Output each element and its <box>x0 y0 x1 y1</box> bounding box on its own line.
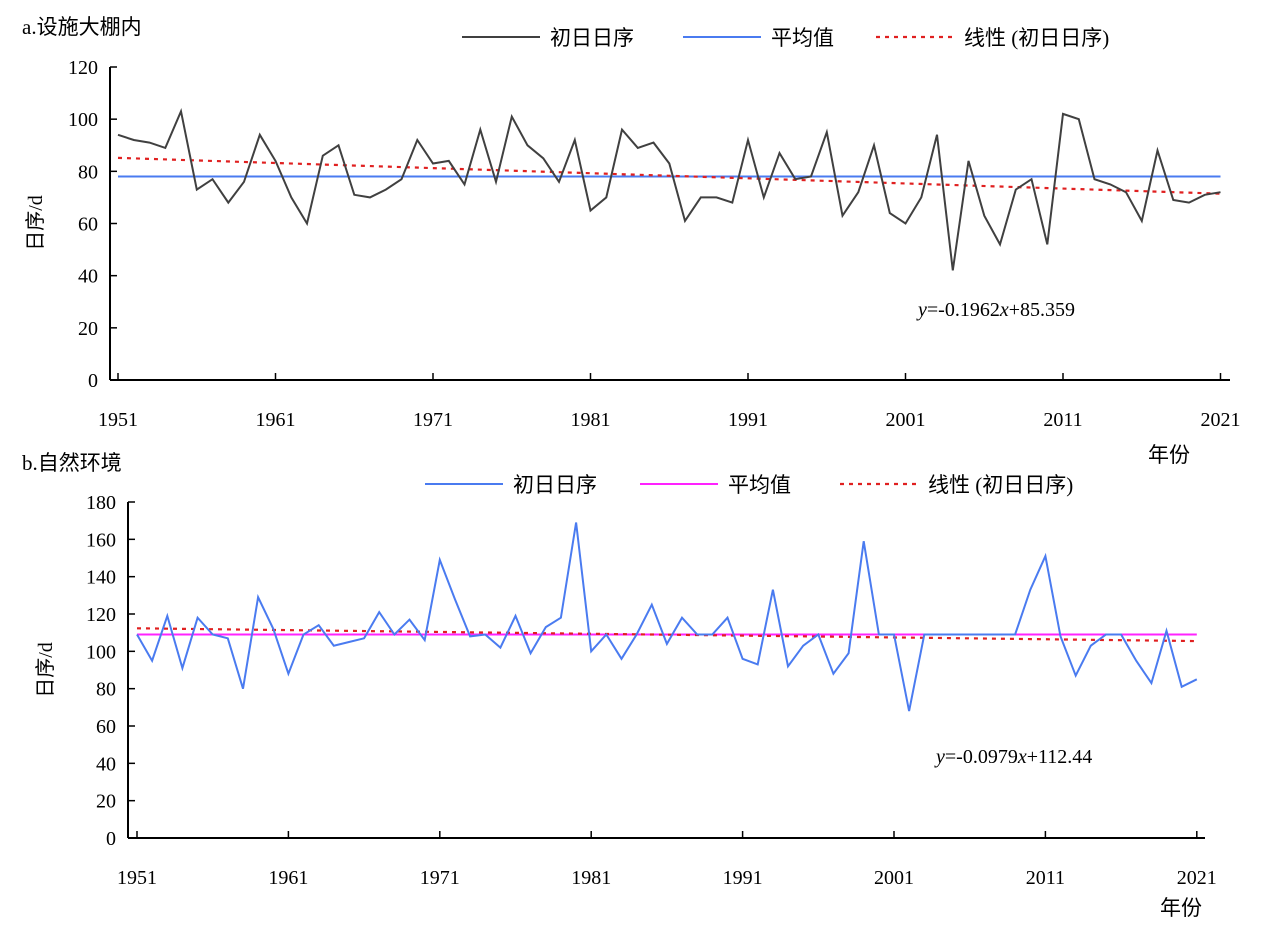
y-tick-label: 60 <box>78 214 98 236</box>
x-tick-label: 2021 <box>1177 867 1217 889</box>
y-tick-label: 20 <box>96 791 116 813</box>
x-tick-label: 1981 <box>571 867 611 889</box>
x-tick-label: 2021 <box>1201 409 1241 431</box>
chart-title: a.设施大棚内 <box>22 15 142 39</box>
y-tick-label: 0 <box>106 828 116 850</box>
equation-part: +85.359 <box>1009 299 1075 321</box>
trend-line <box>117 156 1221 195</box>
x-tick-label: 1951 <box>98 409 138 431</box>
x-tick-label: 1961 <box>256 409 296 431</box>
x-tick-label: 2001 <box>874 867 914 889</box>
equation-part: x <box>999 299 1009 321</box>
x-tick-label: 1981 <box>571 409 611 431</box>
series-line <box>117 107 1221 271</box>
equation-part: =-0.0979 <box>945 746 1018 768</box>
y-tick-label: 20 <box>78 318 98 340</box>
legend-series-label: 初日日序 <box>513 473 597 497</box>
y-tick-label: 160 <box>86 529 116 551</box>
y-tick-label: 80 <box>78 161 98 183</box>
y-tick-label: 100 <box>68 109 98 131</box>
y-axis-label: 日序/d <box>24 195 47 251</box>
y-tick-label: 140 <box>86 567 116 589</box>
equation-part: =-0.1962 <box>927 299 1000 321</box>
series-line <box>136 522 1198 712</box>
x-tick-label: 2011 <box>1043 409 1082 431</box>
x-axis-label: 年份 <box>1148 443 1190 467</box>
trend-line <box>136 627 1197 643</box>
y-tick-label: 180 <box>86 492 116 514</box>
x-axis-label: 年份 <box>1160 896 1202 920</box>
equation-part: y <box>934 746 945 768</box>
legend-trend-label: 线性 (初日日序) <box>928 473 1073 497</box>
equation-part: +112.44 <box>1027 746 1093 768</box>
x-tick-label: 1991 <box>728 409 768 431</box>
x-tick-label: 2001 <box>886 409 926 431</box>
x-tick-label: 1971 <box>413 409 453 431</box>
chart-title: b.自然环境 <box>22 451 122 475</box>
y-axis-label: 日序/d <box>34 642 57 698</box>
legend-mean-label: 平均值 <box>728 473 791 497</box>
x-tick-label: 2011 <box>1026 867 1065 889</box>
y-tick-label: 120 <box>68 57 98 79</box>
x-tick-label: 1961 <box>268 867 308 889</box>
y-tick-label: 40 <box>96 753 116 775</box>
y-tick-label: 100 <box>86 641 116 663</box>
x-tick-label: 1991 <box>723 867 763 889</box>
trend-equation: y=-0.0979x+112.44 <box>934 746 1092 768</box>
y-tick-label: 60 <box>96 716 116 738</box>
x-tick-label: 1971 <box>420 867 460 889</box>
y-tick-label: 0 <box>88 370 98 392</box>
x-tick-label: 1951 <box>117 867 157 889</box>
y-tick-label: 40 <box>78 266 98 288</box>
trend-equation: y=-0.1962x+85.359 <box>916 299 1075 321</box>
y-tick-label: 120 <box>86 604 116 626</box>
equation-part: x <box>1017 746 1027 768</box>
legend-mean-label: 平均值 <box>771 26 834 50</box>
equation-part: y <box>916 299 927 321</box>
legend-series-label: 初日日序 <box>550 26 634 50</box>
legend-trend-label: 线性 (初日日序) <box>964 26 1109 50</box>
y-tick-label: 80 <box>96 679 116 701</box>
